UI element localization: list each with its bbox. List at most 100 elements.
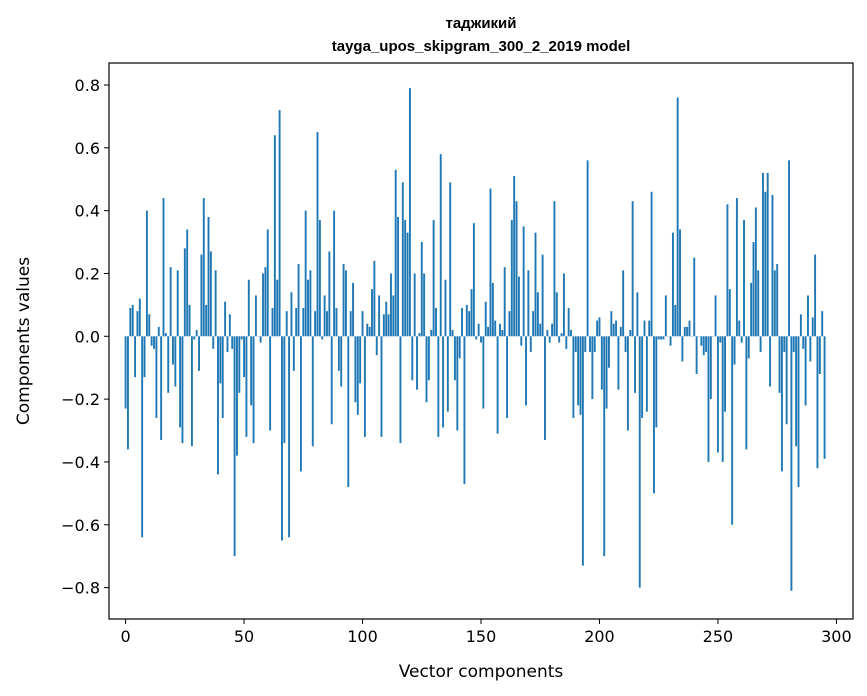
bar bbox=[264, 267, 267, 337]
x-axis-label: Vector components bbox=[399, 662, 564, 682]
bar bbox=[534, 232, 537, 337]
bar bbox=[726, 204, 729, 337]
bar bbox=[143, 336, 146, 378]
x-tick-label: 150 bbox=[466, 627, 497, 646]
bars-group bbox=[124, 88, 826, 591]
bar bbox=[709, 336, 712, 400]
bar bbox=[124, 336, 127, 409]
bar bbox=[281, 336, 283, 541]
bar bbox=[314, 311, 317, 337]
bar bbox=[333, 210, 336, 337]
bar bbox=[735, 198, 738, 337]
bar bbox=[539, 323, 542, 337]
bar bbox=[153, 336, 155, 349]
bar bbox=[714, 295, 717, 337]
bar bbox=[363, 336, 366, 437]
bar bbox=[200, 254, 203, 337]
bar bbox=[413, 273, 416, 337]
bar bbox=[183, 248, 186, 337]
bar bbox=[584, 336, 587, 352]
bar bbox=[475, 336, 478, 340]
bar bbox=[778, 336, 781, 393]
bar bbox=[465, 304, 468, 337]
bar bbox=[373, 260, 376, 337]
bar bbox=[342, 264, 345, 337]
y-tick-label: 0.6 bbox=[75, 139, 100, 158]
bar bbox=[344, 270, 347, 337]
bar bbox=[766, 172, 769, 337]
bar bbox=[435, 308, 437, 337]
bar bbox=[676, 97, 679, 337]
bar bbox=[719, 336, 722, 343]
bar bbox=[593, 336, 596, 352]
x-axis-ticks: 0 50 100 150 200 250 300 bbox=[120, 619, 852, 646]
bar bbox=[631, 201, 634, 337]
y-tick-label: 0.8 bbox=[75, 76, 100, 95]
bar bbox=[406, 232, 409, 337]
bar bbox=[295, 308, 298, 337]
bar bbox=[477, 323, 480, 337]
bar bbox=[323, 295, 326, 337]
bar bbox=[401, 182, 404, 337]
bar bbox=[610, 311, 613, 337]
bar bbox=[380, 336, 383, 437]
bar bbox=[679, 229, 681, 337]
bar bbox=[724, 336, 726, 412]
bar bbox=[446, 336, 449, 412]
bar bbox=[491, 282, 494, 337]
bar bbox=[292, 336, 295, 371]
y-axis-label: Components values bbox=[14, 257, 34, 425]
bar bbox=[551, 323, 554, 337]
bar bbox=[138, 298, 141, 337]
bar bbox=[347, 336, 350, 488]
bar bbox=[487, 326, 490, 337]
bar bbox=[236, 336, 238, 456]
bar bbox=[522, 226, 525, 337]
bar bbox=[681, 336, 684, 362]
bar bbox=[622, 270, 625, 337]
bar bbox=[818, 336, 821, 374]
bar bbox=[816, 336, 819, 469]
bar bbox=[555, 292, 558, 337]
bar bbox=[378, 295, 381, 337]
bar bbox=[162, 198, 165, 337]
bar bbox=[252, 336, 255, 444]
bar bbox=[359, 336, 362, 384]
bar bbox=[645, 336, 648, 412]
y-tick-label: −0.8 bbox=[61, 579, 100, 598]
bar bbox=[743, 220, 745, 337]
bar bbox=[176, 270, 179, 337]
bar bbox=[605, 336, 608, 409]
bar bbox=[686, 326, 689, 337]
bar bbox=[392, 295, 395, 337]
bar bbox=[650, 191, 653, 337]
bar bbox=[769, 336, 772, 387]
bar bbox=[636, 292, 639, 337]
bar bbox=[572, 336, 575, 418]
bar bbox=[795, 336, 798, 447]
bar bbox=[418, 333, 421, 337]
bar bbox=[387, 314, 390, 337]
bar bbox=[224, 301, 227, 337]
bar bbox=[354, 336, 357, 403]
bar bbox=[219, 336, 222, 384]
bar bbox=[217, 336, 219, 475]
bar bbox=[574, 336, 577, 352]
bar bbox=[288, 336, 291, 538]
bar bbox=[129, 308, 132, 337]
x-tick-label: 300 bbox=[821, 627, 852, 646]
bar bbox=[468, 311, 471, 337]
bar bbox=[304, 210, 307, 337]
bar bbox=[664, 295, 667, 337]
bar bbox=[179, 336, 182, 428]
bar bbox=[581, 336, 584, 566]
bar bbox=[707, 336, 710, 462]
bar bbox=[624, 336, 627, 352]
bar bbox=[238, 336, 241, 393]
bar bbox=[356, 336, 359, 415]
bar bbox=[361, 311, 364, 337]
bar bbox=[195, 330, 198, 337]
bar bbox=[750, 282, 753, 337]
bar bbox=[728, 289, 731, 337]
